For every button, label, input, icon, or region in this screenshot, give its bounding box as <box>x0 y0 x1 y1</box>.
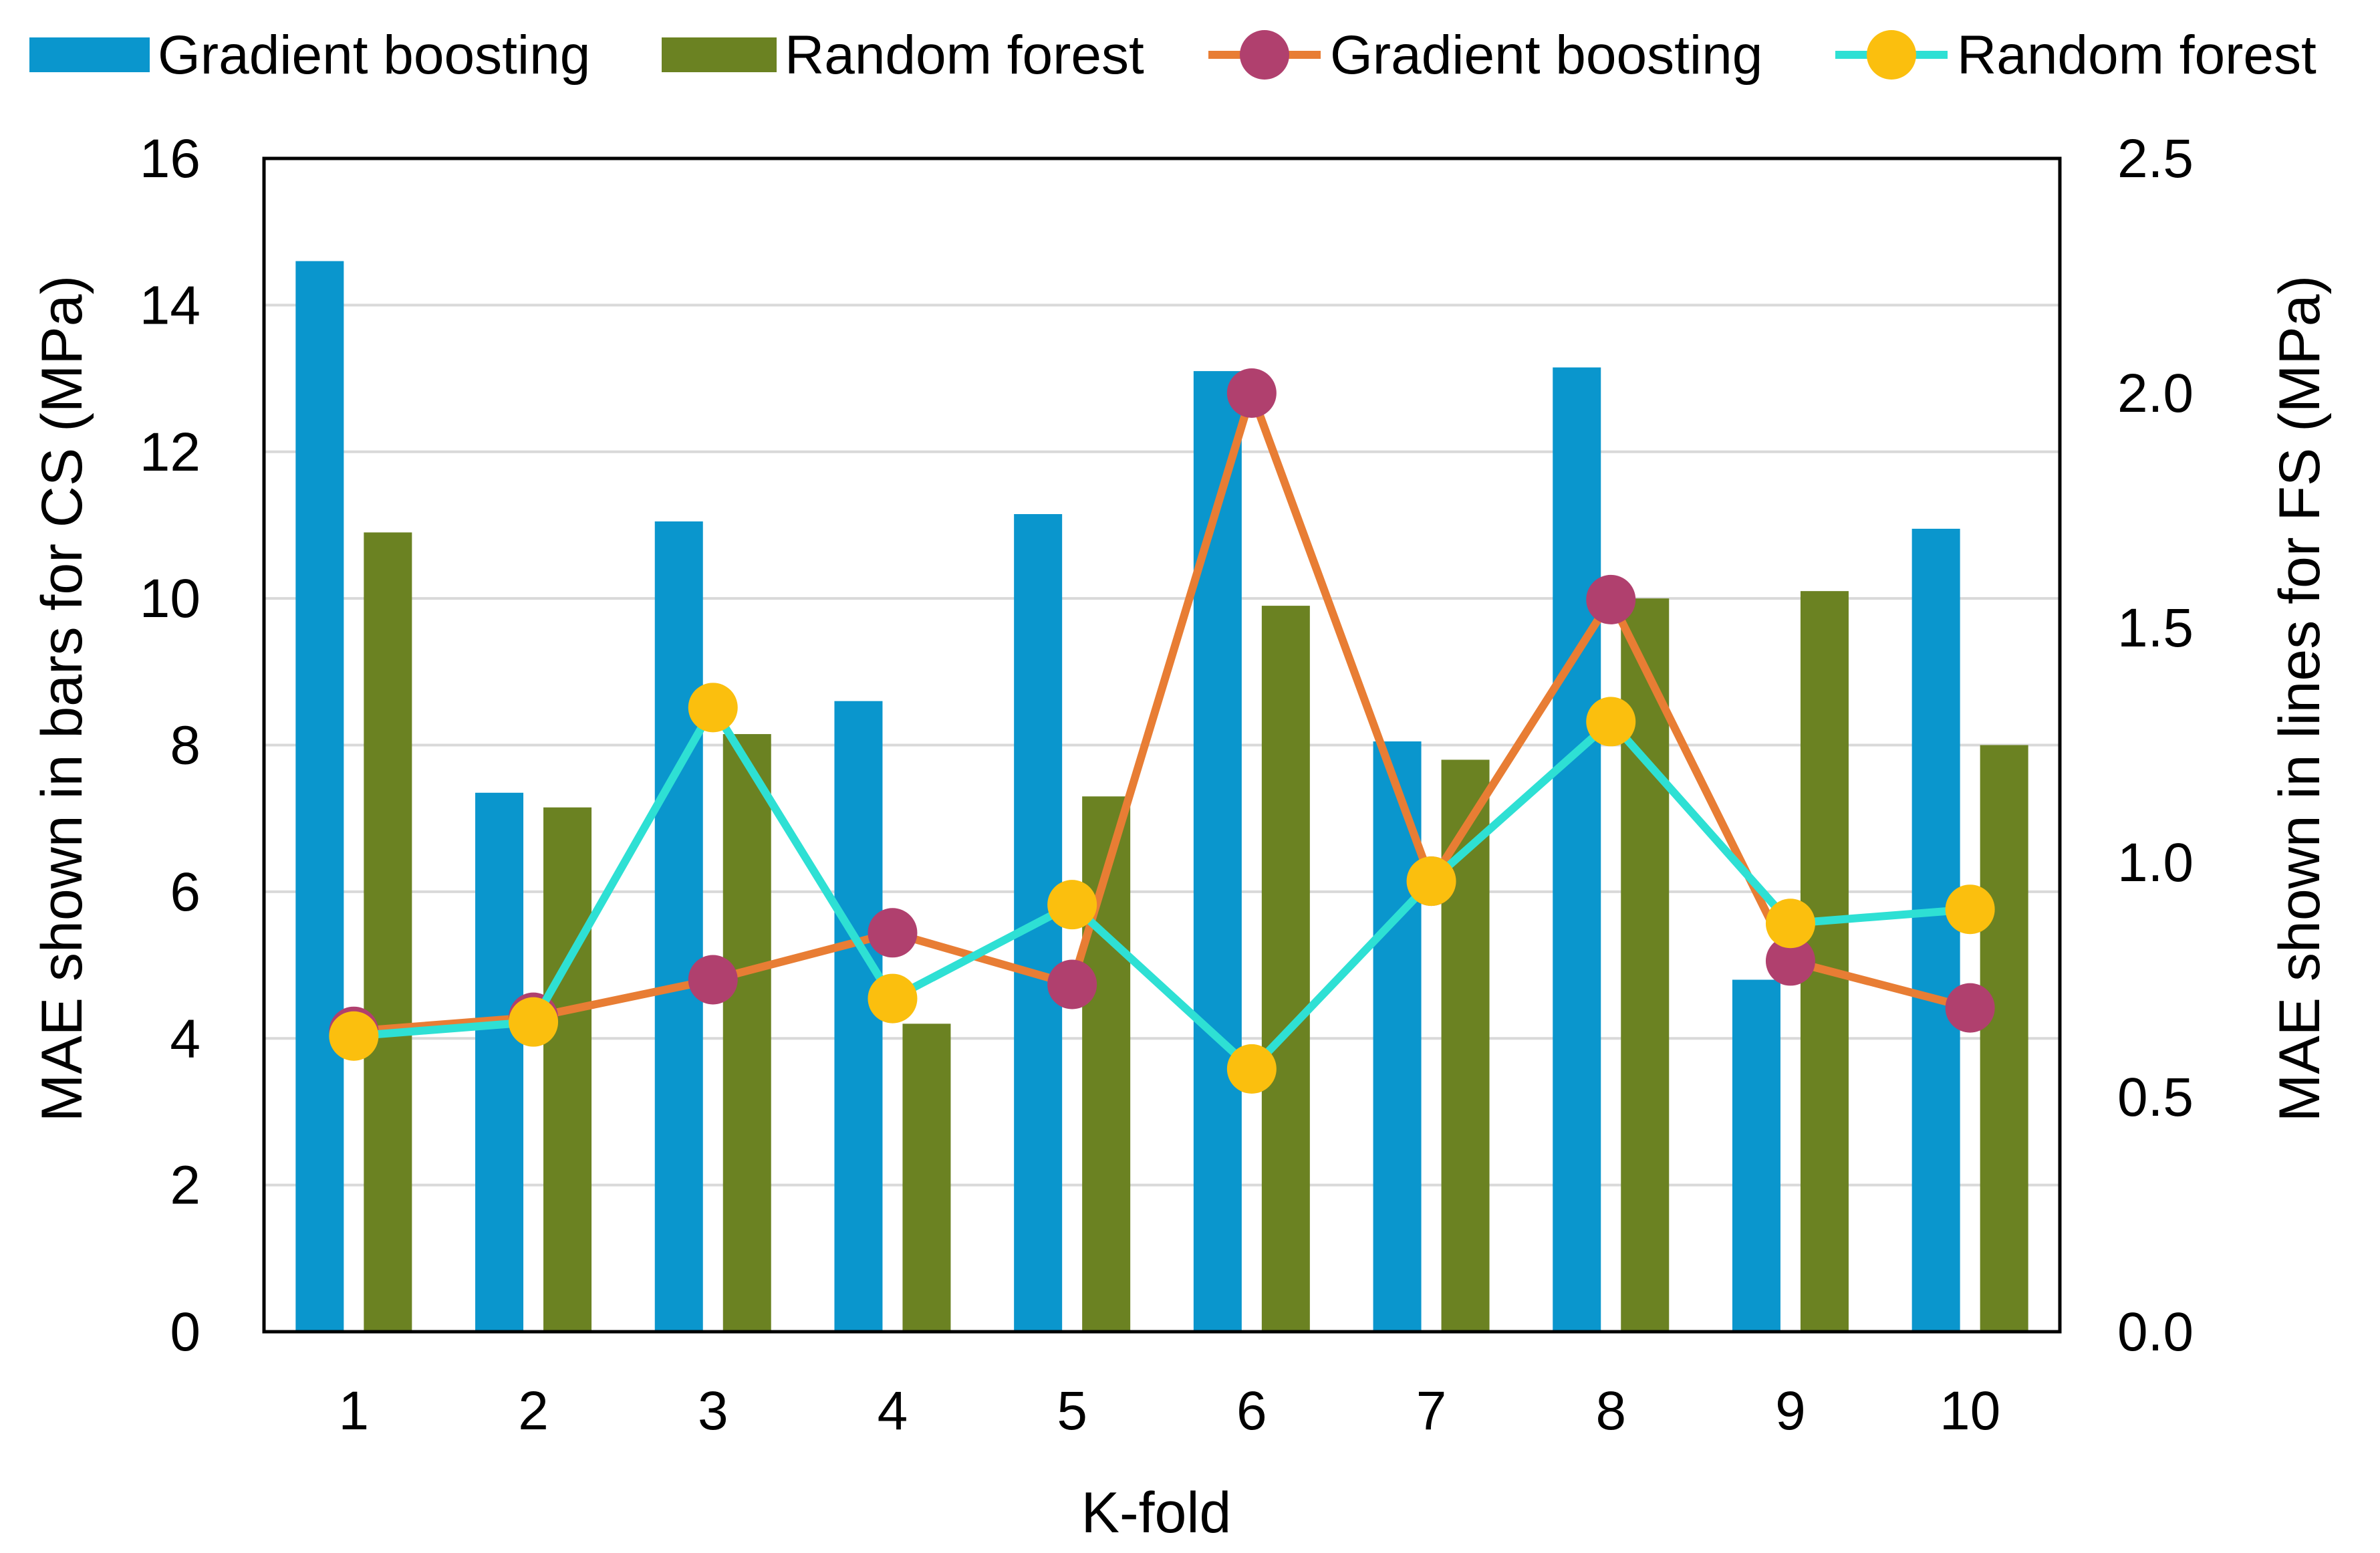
x-tick-label: 2 <box>518 1381 549 1441</box>
legend-swatch-bar-random-forest <box>662 37 777 72</box>
bar-gradient-boosting-3 <box>654 521 703 1332</box>
marker-gradient-boosting-9 <box>1765 936 1815 986</box>
bar-random-forest-1 <box>364 532 412 1332</box>
x-tick-label: 8 <box>1595 1381 1626 1441</box>
y-left-tick-label: 16 <box>140 128 201 189</box>
marker-random-forest-5 <box>1047 880 1097 930</box>
marker-random-forest-2 <box>509 997 559 1047</box>
bar-gradient-boosting-1 <box>295 261 344 1332</box>
marker-gradient-boosting-5 <box>1047 959 1097 1009</box>
legend-label-bar-random-forest: Random forest <box>785 25 1144 86</box>
marker-gradient-boosting-3 <box>688 955 738 1005</box>
marker-random-forest-1 <box>329 1011 379 1061</box>
y-axis-left-title: MAE shown in bars for CS (MPa) <box>30 275 94 1122</box>
marker-random-forest-9 <box>1765 899 1815 949</box>
legend-label-line-random-forest: Random forest <box>1957 25 2317 86</box>
y-left-tick-label: 2 <box>170 1155 201 1216</box>
plot-frame <box>262 156 2062 1334</box>
legend-marker-random-forest <box>1867 30 1916 80</box>
x-tick-label: 1 <box>339 1381 370 1441</box>
y-left-tick-label: 4 <box>170 1008 201 1069</box>
x-tick-label: 9 <box>1775 1381 1806 1441</box>
y-right-tick-label: 2.5 <box>2117 128 2194 189</box>
bar-random-forest-2 <box>543 807 592 1332</box>
x-tick-label: 5 <box>1057 1381 1087 1441</box>
marker-random-forest-4 <box>868 973 918 1024</box>
y-right-tick-label: 0.0 <box>2117 1302 2194 1362</box>
marker-gradient-boosting-10 <box>1945 983 1995 1033</box>
y-left-tick-label: 6 <box>170 862 201 923</box>
y-left-tick-label: 10 <box>140 568 201 629</box>
line-gradient-boosting <box>353 389 1972 1036</box>
bar-gradient-boosting-6 <box>1193 371 1242 1332</box>
legend-label-line-gradient-boosting: Gradient boosting <box>1330 25 1762 86</box>
legend: Gradient boosting Random forest Gradient b… <box>29 25 2317 86</box>
bar-layer <box>295 261 2028 1332</box>
bar-random-forest-4 <box>902 1024 951 1332</box>
bar-random-forest-3 <box>722 734 771 1332</box>
marker-random-forest-6 <box>1226 1044 1277 1094</box>
marker-random-forest-7 <box>1406 856 1456 907</box>
x-tick-label: 3 <box>698 1381 729 1441</box>
marker-gradient-boosting-8 <box>1586 574 1636 624</box>
bar-random-forest-6 <box>1261 606 1310 1332</box>
bar-gradient-boosting-4 <box>834 701 883 1332</box>
y-left-tick-label: 12 <box>140 422 201 483</box>
x-tick-label: 6 <box>1236 1381 1267 1441</box>
y-right-tick-label: 0.5 <box>2117 1067 2194 1128</box>
y-right-tick-label: 1.0 <box>2117 832 2194 893</box>
bar-gradient-boosting-9 <box>1732 979 1780 1332</box>
marker-random-forest-3 <box>688 683 738 733</box>
line-random-forest <box>353 703 1971 1073</box>
y-right-tick-label: 1.5 <box>2117 598 2194 659</box>
bar-random-forest-10 <box>1980 745 2028 1332</box>
x-tick-label: 4 <box>878 1381 908 1441</box>
y-right-tick-label: 2.0 <box>2117 363 2194 424</box>
x-tick-label: 7 <box>1416 1381 1447 1441</box>
bar-gradient-boosting-8 <box>1553 367 1601 1332</box>
plot-border <box>262 156 2062 1334</box>
bar-gradient-boosting-10 <box>1911 528 1960 1332</box>
marker-random-forest-8 <box>1586 697 1636 747</box>
y-left-tick-label: 8 <box>170 715 201 776</box>
y-left-tick-label: 14 <box>140 275 201 336</box>
bar-gradient-boosting-2 <box>475 792 524 1332</box>
legend-marker-gradient-boosting <box>1240 30 1289 80</box>
y-left-tick-label: 0 <box>170 1302 201 1362</box>
line-layer <box>329 368 1995 1094</box>
legend-swatch-bar-gradient-boosting <box>29 37 150 72</box>
x-tick-label: 10 <box>1940 1381 2000 1441</box>
marker-gradient-boosting-4 <box>868 908 918 958</box>
legend-label-bar-gradient-boosting: Gradient boosting <box>158 25 590 86</box>
y-axis-right-title: MAE shown in lines for FS (MPa) <box>2268 275 2332 1122</box>
marker-random-forest-10 <box>1945 884 1995 935</box>
marker-gradient-boosting-6 <box>1226 368 1277 418</box>
x-axis-title: K-fold <box>1081 1481 1232 1545</box>
